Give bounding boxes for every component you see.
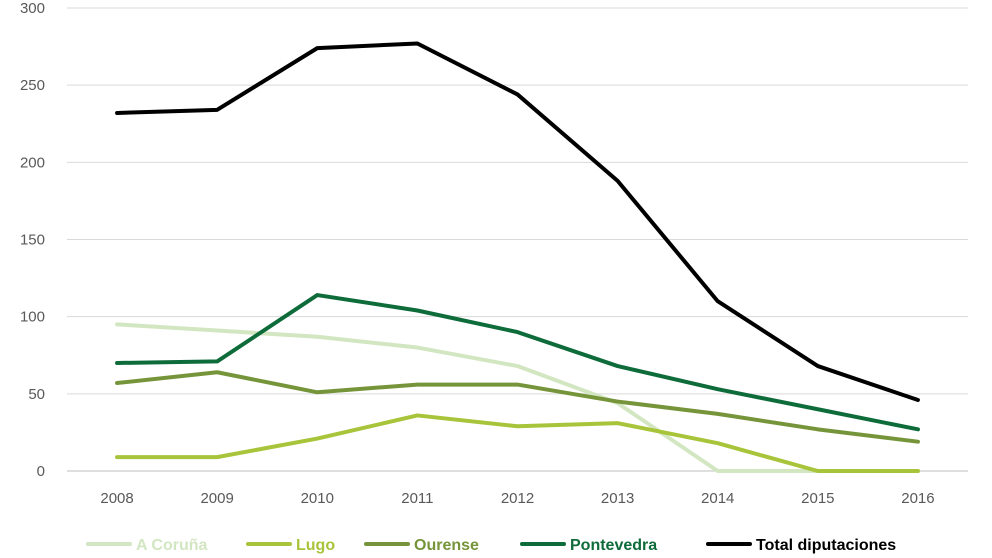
series-line-1 [115,413,920,473]
y-tick-label: 300 [20,0,45,17]
gridlines [67,7,968,472]
x-tick-label: 2009 [200,490,233,507]
legend-label: Ourense [414,537,479,554]
series-line-3 [115,293,920,432]
y-axis-ticks: 0 50 100 150 200 250 300 [20,0,45,480]
x-tick-label: 2012 [501,490,534,507]
x-tick-label: 2008 [100,490,133,507]
y-tick-label: 100 [20,309,45,326]
x-axis-ticks: 2008 2009 2010 2011 2012 2013 2014 2015 2016 [100,490,934,507]
legend-label: Lugo [296,537,335,554]
series-line-4 [115,41,920,403]
y-tick-label: 250 [20,77,45,94]
legend-label: A Coruña [136,537,208,554]
legend-label: Total diputaciones [756,537,896,554]
legend-label: Pontevedra [570,537,657,554]
y-tick-label: 50 [28,386,45,403]
y-tick-label: 150 [20,232,45,249]
y-tick-label: 0 [37,463,45,480]
x-tick-label: 2011 [401,490,433,507]
series-line-0 [115,322,920,473]
y-tick-label: 200 [20,154,45,171]
x-tick-label: 2015 [801,490,834,507]
series-line-2 [115,370,920,444]
legend: A Coruña Lugo Ourense Pontevedra Total diput… [86,537,896,554]
series-lines [115,41,920,473]
x-tick-label: 2010 [301,490,334,507]
x-tick-label: 2014 [701,490,734,507]
x-tick-label: 2013 [601,490,634,507]
x-tick-label: 2016 [901,490,934,507]
